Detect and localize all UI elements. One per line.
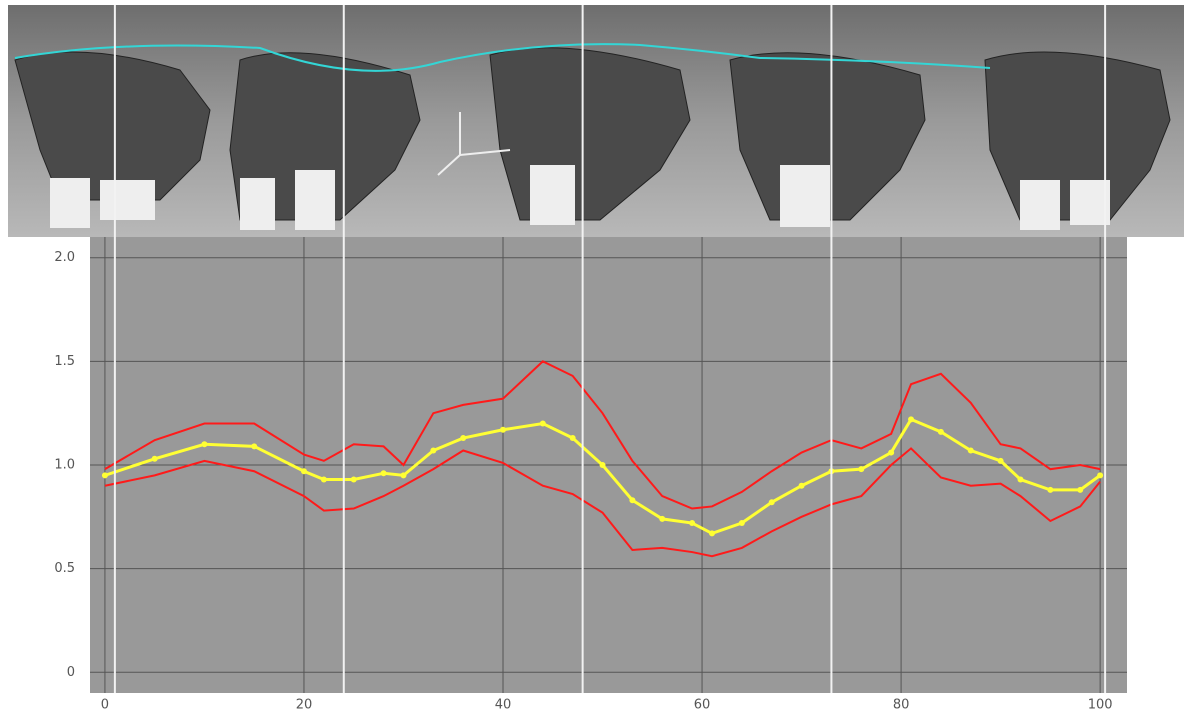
point xyxy=(937,428,944,435)
point xyxy=(500,426,507,433)
point xyxy=(201,441,208,448)
point xyxy=(569,435,576,442)
point xyxy=(1047,486,1054,493)
y-tick-label: 0.5 xyxy=(54,561,75,576)
point xyxy=(380,470,387,477)
plot-layer xyxy=(90,237,1127,693)
y-tick-label: 1.5 xyxy=(54,354,75,369)
x-tick-label: 40 xyxy=(495,698,512,713)
point xyxy=(967,447,974,454)
point xyxy=(460,435,467,442)
point xyxy=(1017,476,1024,483)
point xyxy=(709,530,716,537)
point xyxy=(629,497,636,504)
point xyxy=(539,420,546,427)
point xyxy=(908,416,915,423)
point xyxy=(320,476,327,483)
point xyxy=(888,449,895,456)
point xyxy=(738,520,745,527)
x-tick-label: 80 xyxy=(893,698,910,713)
point xyxy=(101,472,108,479)
point xyxy=(798,482,805,489)
y-tick-label: 1.0 xyxy=(54,458,75,473)
point xyxy=(768,499,775,506)
point xyxy=(151,455,158,462)
x-tick-label: 60 xyxy=(694,698,711,713)
point xyxy=(689,520,696,527)
point xyxy=(997,457,1004,464)
x-tick-label: 20 xyxy=(296,698,313,713)
x-tick-label: 0 xyxy=(101,698,109,713)
point xyxy=(1077,486,1084,493)
y-tick-label: 2.0 xyxy=(54,250,75,265)
point xyxy=(858,466,865,473)
point xyxy=(659,515,666,522)
point xyxy=(1097,472,1104,479)
point xyxy=(599,462,606,468)
photo-strip xyxy=(8,5,1184,237)
point xyxy=(400,472,407,479)
x-tick-label: 100 xyxy=(1088,698,1113,713)
point xyxy=(300,468,307,475)
point xyxy=(350,476,357,483)
y-tick-label: 0 xyxy=(67,665,75,680)
point xyxy=(251,443,258,450)
series-line xyxy=(104,447,1101,558)
point xyxy=(430,447,437,454)
series-line xyxy=(104,360,1101,510)
